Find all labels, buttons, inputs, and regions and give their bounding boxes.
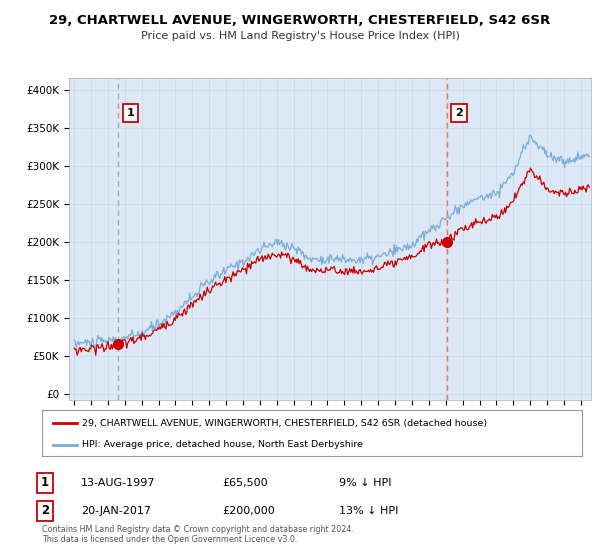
Text: HPI: Average price, detached house, North East Derbyshire: HPI: Average price, detached house, Nort… bbox=[83, 440, 364, 450]
Text: 2: 2 bbox=[41, 504, 49, 517]
Text: 2: 2 bbox=[455, 108, 463, 118]
Text: 20-JAN-2017: 20-JAN-2017 bbox=[81, 506, 151, 516]
Text: 29, CHARTWELL AVENUE, WINGERWORTH, CHESTERFIELD, S42 6SR: 29, CHARTWELL AVENUE, WINGERWORTH, CHEST… bbox=[49, 14, 551, 27]
Text: 1: 1 bbox=[127, 108, 134, 118]
Text: Contains HM Land Registry data © Crown copyright and database right 2024.
This d: Contains HM Land Registry data © Crown c… bbox=[42, 525, 354, 544]
Text: 1: 1 bbox=[41, 476, 49, 489]
Text: £65,500: £65,500 bbox=[222, 478, 268, 488]
Text: Price paid vs. HM Land Registry's House Price Index (HPI): Price paid vs. HM Land Registry's House … bbox=[140, 31, 460, 41]
Text: 13-AUG-1997: 13-AUG-1997 bbox=[81, 478, 155, 488]
Text: 29, CHARTWELL AVENUE, WINGERWORTH, CHESTERFIELD, S42 6SR (detached house): 29, CHARTWELL AVENUE, WINGERWORTH, CHEST… bbox=[83, 419, 488, 428]
Text: £200,000: £200,000 bbox=[222, 506, 275, 516]
Text: 9% ↓ HPI: 9% ↓ HPI bbox=[339, 478, 391, 488]
Text: 13% ↓ HPI: 13% ↓ HPI bbox=[339, 506, 398, 516]
